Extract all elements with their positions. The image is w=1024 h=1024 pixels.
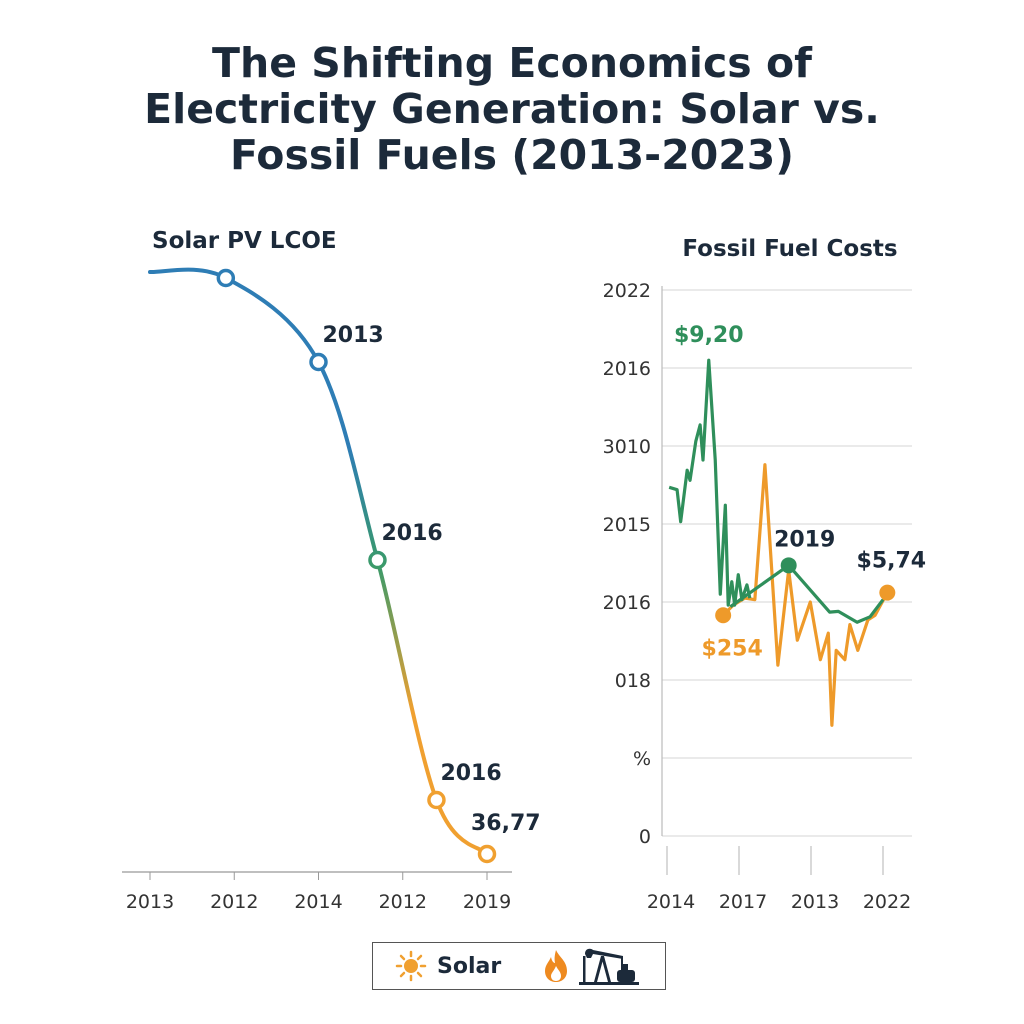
fossil-data-label: $9,20 (674, 323, 744, 348)
x-tick-label: 2013 (126, 891, 174, 913)
fossil-data-point (879, 584, 896, 601)
y-tick-label: 0 (639, 826, 651, 848)
x-tick-label: 2014 (647, 891, 695, 913)
x-tick-label: 2012 (210, 891, 258, 913)
right-chart-title: Fossil Fuel Costs (682, 236, 897, 262)
fossil-data-label: $254 (702, 636, 763, 661)
x-tick-label: 2022 (863, 891, 911, 913)
y-tick-label: 018 (615, 670, 651, 692)
fossil-data-point (715, 607, 732, 624)
x-tick-label: 2019 (463, 891, 511, 913)
y-tick-label: 2016 (603, 358, 651, 380)
title-line-2: Electricity Generation: Solar vs. (144, 85, 880, 133)
left-chart-title: Solar PV LCOE (152, 228, 337, 254)
solar-data-point (477, 844, 497, 864)
title-line-3: Fossil Fuels (2013-2023) (229, 131, 795, 179)
solar-data-label: 2016 (440, 761, 501, 786)
y-tick-label: % (633, 748, 651, 770)
flame-icon (543, 949, 569, 983)
fossil-orange-line (722, 463, 889, 727)
solar-data-label: 2013 (323, 323, 384, 348)
legend-label-solar: Solar (437, 953, 502, 979)
fossil-green-line (668, 358, 752, 607)
title-line-1: The Shifting Economics of (212, 39, 812, 87)
x-tick-label: 2012 (379, 891, 427, 913)
y-tick-label: 2016 (603, 592, 651, 614)
legend: Solar (372, 942, 666, 990)
y-tick-label: 2015 (603, 514, 651, 536)
fossil-data-point (780, 557, 797, 574)
fossil-data-label: $5,74 (857, 549, 927, 574)
solar-data-label: 2016 (381, 521, 442, 546)
solar-data-point (216, 268, 236, 288)
x-tick-label: 2017 (719, 891, 767, 913)
solar-data-point (309, 352, 328, 372)
oil-pumpjack-icon (579, 946, 640, 986)
chart-title: The Shifting Economics of Electricity Ge… (0, 40, 1024, 178)
solar-data-point (368, 550, 387, 570)
fossil-data-label: 2019 (774, 527, 835, 552)
solar-data-point (427, 790, 446, 810)
solar-data-label: 36,77 (471, 811, 541, 836)
x-tick-label: 2013 (791, 891, 839, 913)
y-tick-label: 3010 (603, 436, 651, 458)
y-tick-label: 2022 (603, 280, 651, 302)
sun-icon (395, 950, 427, 982)
x-tick-label: 2014 (294, 891, 342, 913)
